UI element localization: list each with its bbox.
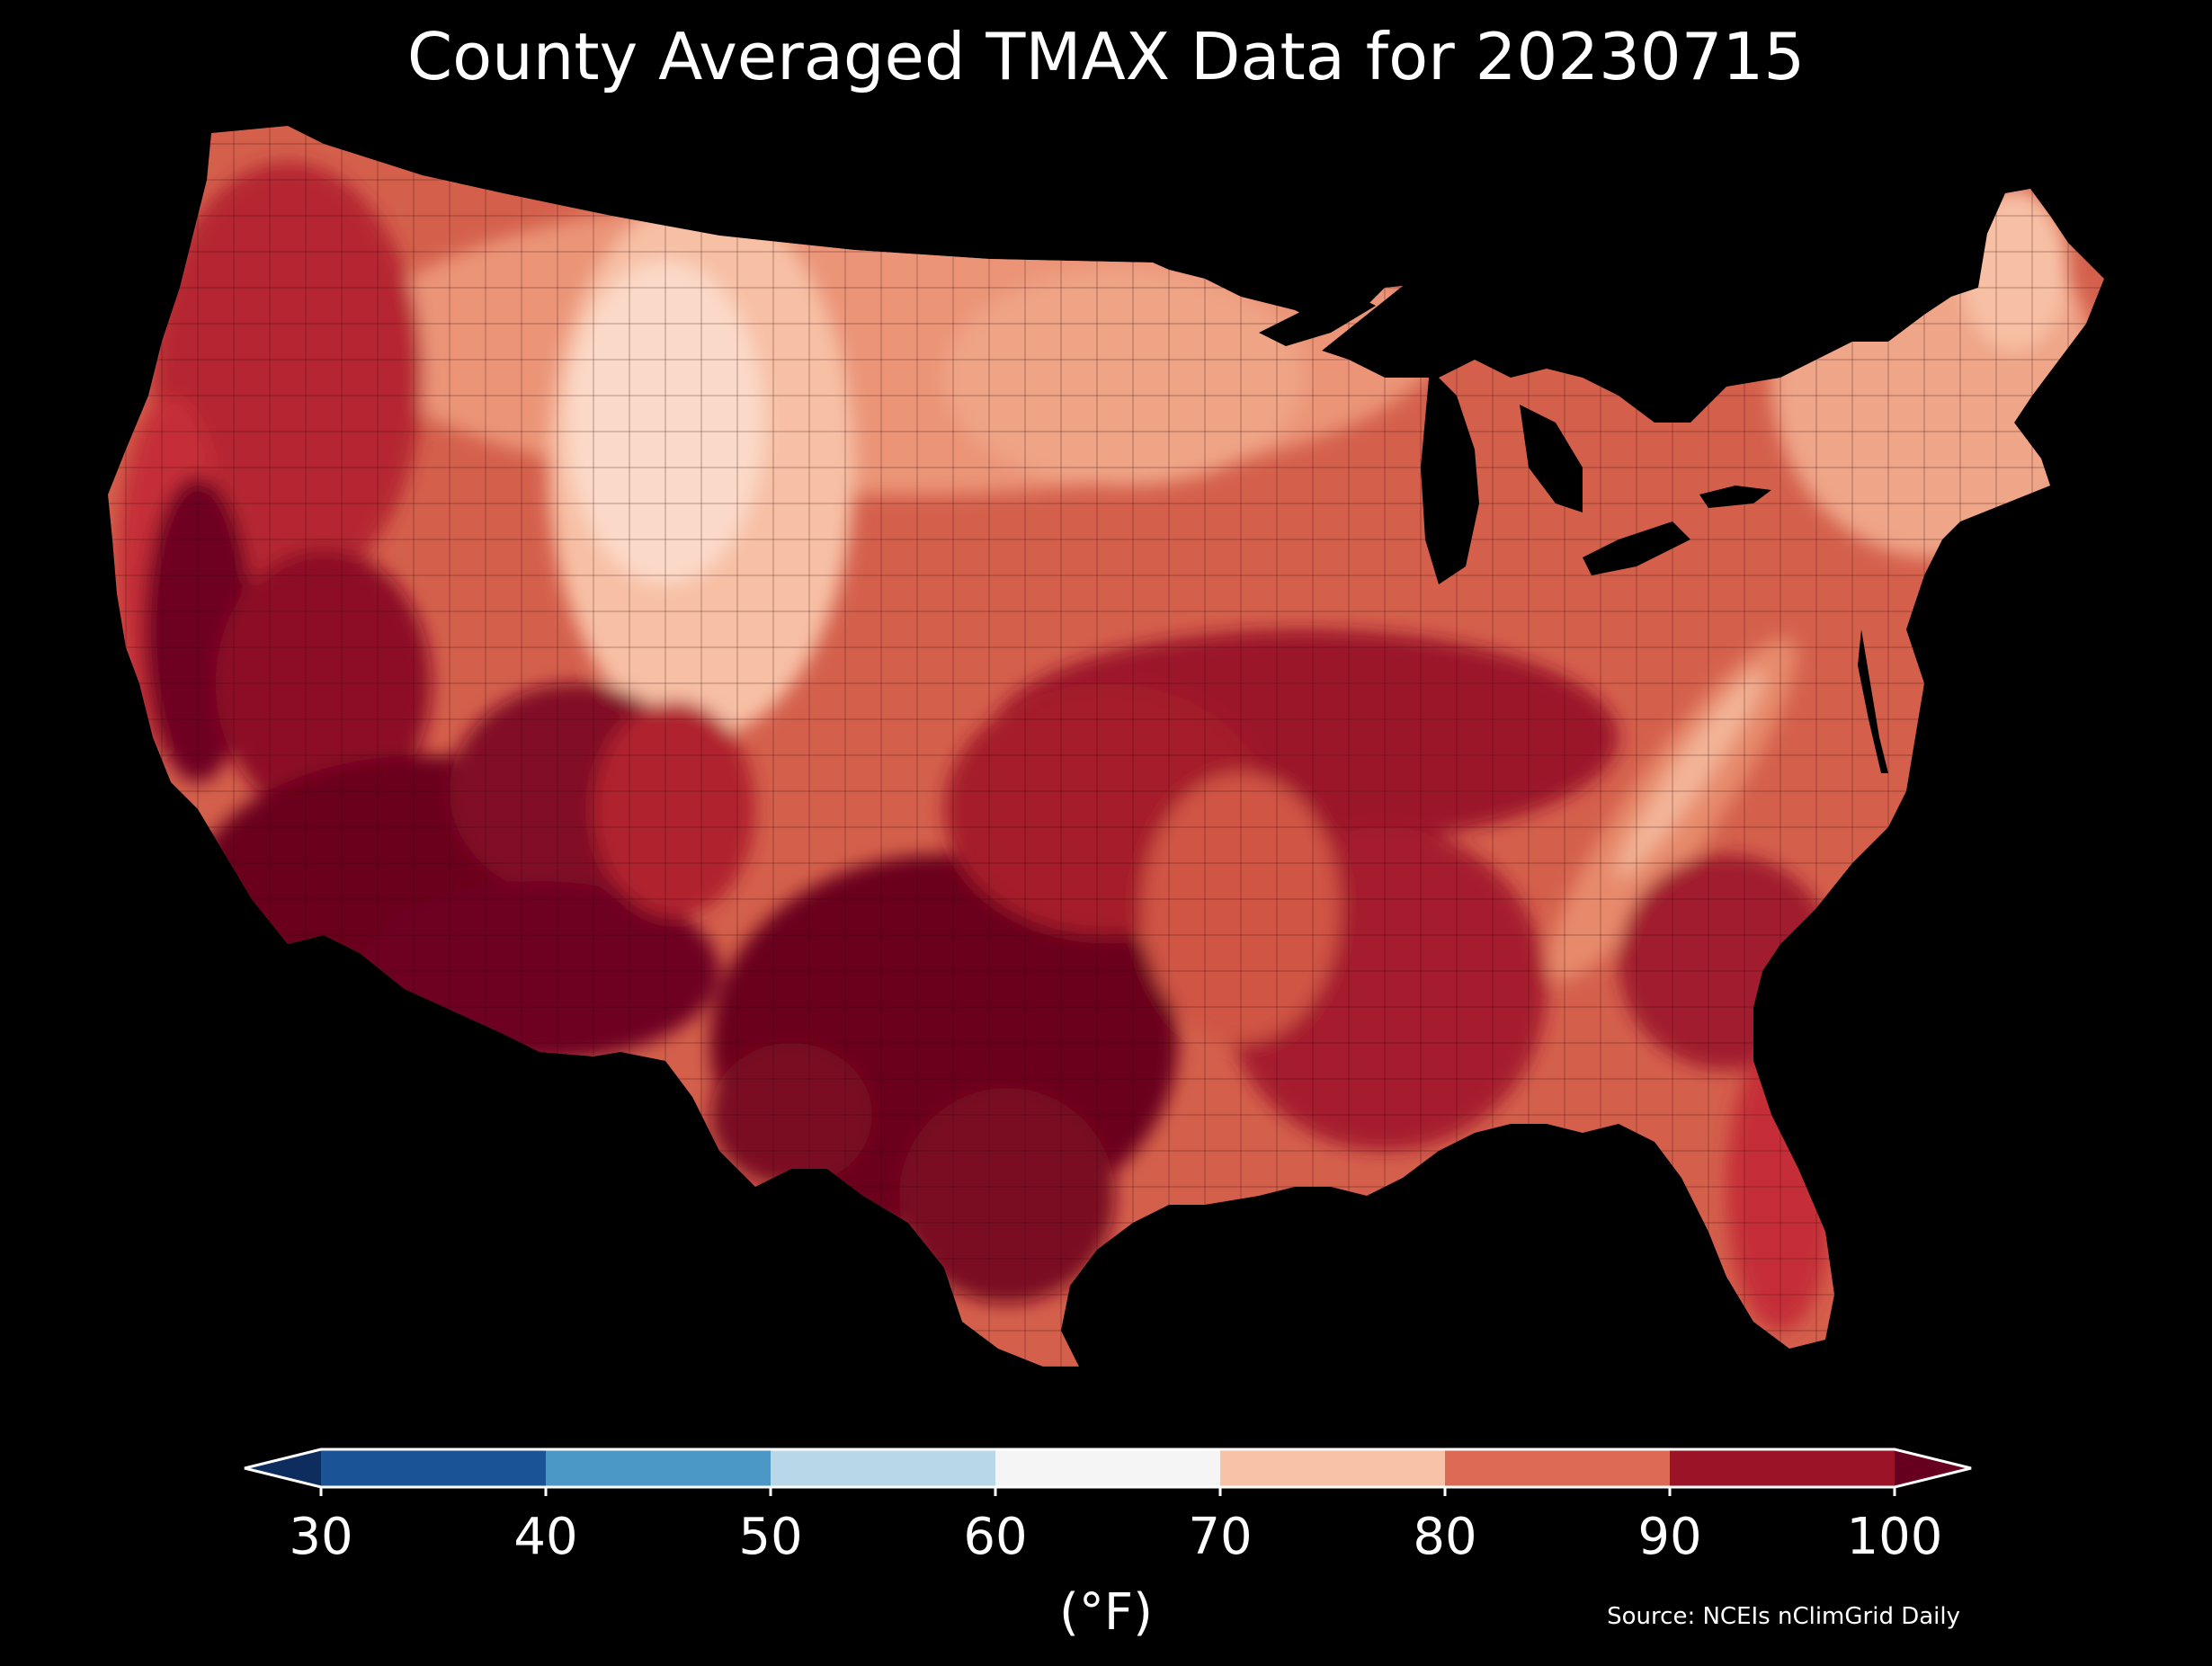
great-lakes	[1259, 297, 1771, 584]
colorbar-bin-70-80	[1220, 1449, 1445, 1487]
colorbar-tick-label: 70	[1188, 1508, 1253, 1566]
map-title: County Averaged TMAX Data for 20230715	[406, 19, 1806, 94]
lake-huron	[1520, 405, 1583, 512]
colorbar	[244, 1448, 1972, 1496]
colorbar-bin-50-60	[771, 1449, 995, 1487]
chesapeake-bay	[1858, 629, 1888, 773]
colorbar-tick-label: 60	[963, 1508, 1028, 1566]
colorbar-bin-80-90	[1445, 1449, 1670, 1487]
lake-ontario	[1699, 486, 1771, 508]
colorbar-tick-label: 80	[1413, 1508, 1477, 1566]
lake-erie	[1583, 521, 1690, 575]
colorbar-ticks	[319, 1487, 1896, 1496]
colorbar-bin-60-70	[995, 1449, 1220, 1487]
colorbar-bin-30-40	[321, 1449, 546, 1487]
temperature-fill	[108, 126, 2104, 1367]
colorbar-unit-label: (°F)	[1059, 1583, 1153, 1642]
lake-michigan	[1421, 369, 1479, 584]
lake-superior	[1259, 297, 1376, 346]
colorbar-tick-label: 40	[513, 1508, 578, 1566]
colorbar-extend-high	[1895, 1449, 1971, 1487]
colorbar-tick-label: 100	[1846, 1508, 1943, 1566]
colorbar-extend-low	[245, 1449, 321, 1487]
colorbar-tick-label: 90	[1637, 1508, 1702, 1566]
colorbar-tick-label: 50	[738, 1508, 803, 1566]
source-note: Source: NCEIs nClimGrid Daily	[1607, 1603, 1960, 1630]
colorbar-bin-90-100	[1670, 1449, 1895, 1487]
colorbar-tick-label: 30	[289, 1508, 353, 1566]
colorbar-bin-40-50	[546, 1449, 771, 1487]
